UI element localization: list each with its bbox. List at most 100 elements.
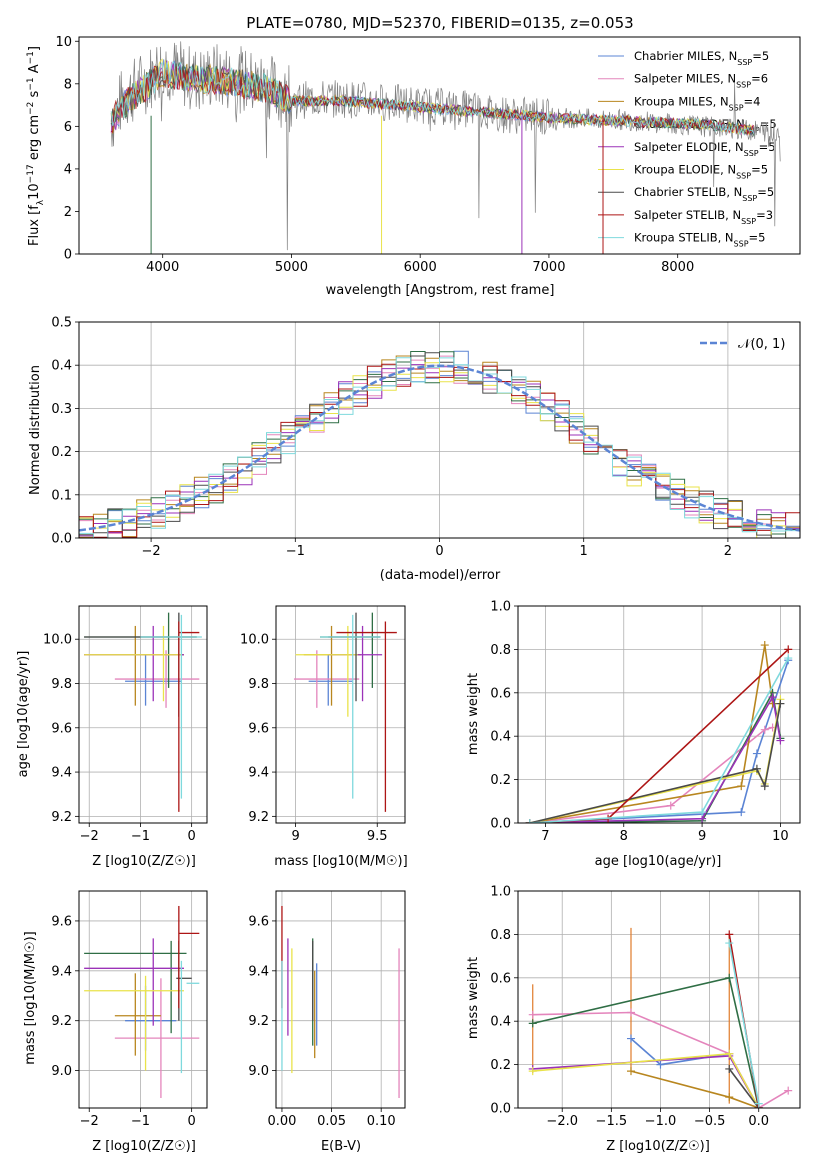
spectrum-ytick-label: 2 bbox=[64, 205, 72, 220]
weight-age-point-marker bbox=[760, 641, 769, 650]
weight-z-point-marker bbox=[754, 1099, 763, 1108]
age-mass-xtick-label: 9 bbox=[291, 829, 299, 844]
weight-age-ytick-label: 0.6 bbox=[490, 686, 511, 701]
legend-label-sub: SSP bbox=[736, 171, 751, 180]
weight-age-point-marker bbox=[752, 764, 761, 773]
figure-title: PLATE=0780, MJD=52370, FIBERID=0135, z=0… bbox=[246, 14, 633, 32]
spectrum-ytick-label: 6 bbox=[64, 120, 72, 135]
spectrum-ylabel-part: A bbox=[27, 64, 42, 77]
legend-label-sub: SSP bbox=[744, 148, 759, 157]
spectrum-frame bbox=[78, 36, 801, 255]
age-z-ytick-label: 10.0 bbox=[43, 633, 72, 648]
legend-label: Chabrier STELIB, NSSP=5 bbox=[634, 185, 774, 203]
age-mass-frame bbox=[275, 605, 406, 824]
weight-z-point-marker bbox=[725, 930, 734, 939]
weight-age-xtick-label: 7 bbox=[541, 829, 549, 844]
weight-z-ytick-label: 0.2 bbox=[490, 1058, 511, 1073]
legend-label-n: =5 bbox=[752, 49, 769, 63]
age-z-xtick-label: −1 bbox=[131, 829, 150, 844]
weight-age-point-marker bbox=[525, 819, 534, 823]
age-mass-ytick-label: 9.8 bbox=[248, 677, 269, 692]
mass-ebv-ytick-label: 9.0 bbox=[248, 1064, 269, 1079]
weight-age-point-marker bbox=[768, 693, 777, 702]
age-mass-panel: mass [log10(M/M☉)] 9 9.5 9.2 9.4 9.6 9.8 10.0 bbox=[240, 605, 408, 869]
spectrum-panel: wavelength [Angstrom, rest frame] Chabri… bbox=[26, 35, 801, 298]
age-z-panel: Z [log10(Z/Z☉)] age [log10(age/yr)] −2 −1… bbox=[16, 605, 208, 869]
residuals-frame bbox=[78, 321, 801, 539]
weight-z-point-marker bbox=[725, 973, 734, 982]
weight-z-point-marker bbox=[784, 1086, 793, 1095]
gaussian-curve bbox=[79, 364, 800, 532]
age-z-ytick-label: 9.8 bbox=[51, 677, 72, 692]
weight-age-series-line bbox=[529, 644, 774, 823]
legend-label-name: Salpeter STELIB, N bbox=[634, 208, 741, 222]
spectrum-ylabel-part: Flux [f bbox=[27, 205, 42, 246]
model-spectrum-line bbox=[110, 61, 755, 136]
legend-label-name: Salpeter ELODIE, N bbox=[634, 140, 744, 154]
legend-label: Salpeter MILES, NSSP=6 bbox=[634, 72, 768, 90]
legend-label-n: =3 bbox=[756, 208, 773, 222]
legend-label-name: Salpeter MILES, N bbox=[634, 72, 736, 86]
spectrum-ylabel-part: −1 bbox=[26, 77, 36, 90]
residuals-xlabel: (data-model)/error bbox=[380, 568, 501, 583]
spectrum-ylabel-part: −17 bbox=[26, 164, 36, 183]
spectrum-xtick-label: 6000 bbox=[404, 260, 437, 275]
mass-ebv-ytick-label: 9.2 bbox=[248, 1014, 269, 1029]
weight-age-xtick-label: 9 bbox=[698, 829, 706, 844]
legend-label: Salpeter STELIB, NSSP=3 bbox=[634, 208, 773, 226]
weight-z-panel: Z [log10(Z/Z☉)] mass weight −2.0 −1.5 −1.0… bbox=[466, 885, 801, 1154]
spectrum-ylabel-part: erg cm bbox=[27, 115, 42, 164]
mass-ebv-xtick-label: 0.10 bbox=[367, 1114, 396, 1129]
weight-z-point-marker bbox=[626, 1067, 635, 1076]
weight-z-ytick-label: 0.6 bbox=[490, 971, 511, 986]
legend-label: Kroupa MILES, NSSP=4 bbox=[634, 94, 760, 112]
residuals-ytick-label: 0.0 bbox=[51, 532, 72, 547]
weight-age-point-marker bbox=[698, 808, 707, 817]
spectrum-ylabel-part: 10 bbox=[27, 183, 42, 200]
legend-label-sub: SSP bbox=[742, 194, 757, 203]
residuals-ylabel: Normed distribution bbox=[28, 365, 43, 495]
residuals-ytick-label: 0.2 bbox=[51, 445, 72, 460]
weight-age-point-marker bbox=[784, 654, 793, 663]
residuals-xtick-label: 0 bbox=[435, 544, 443, 559]
weight-age-ytick-label: 0.2 bbox=[490, 773, 511, 788]
weight-z-series-line bbox=[728, 1068, 760, 1108]
weight-z-point-marker bbox=[725, 939, 734, 948]
age-z-ytick-label: 9.4 bbox=[51, 766, 72, 781]
age-mass-ytick-label: 9.2 bbox=[248, 810, 269, 825]
age-z-xlabel: Z [log10(Z/Z☉)] bbox=[92, 854, 196, 869]
weight-z-series-line bbox=[532, 1055, 760, 1108]
mass-ebv-frame bbox=[275, 890, 406, 1109]
legend-label-name: Kroupa MILES, N bbox=[634, 94, 729, 108]
spectrum-xlabel: wavelength [Angstrom, rest frame] bbox=[326, 283, 555, 298]
spectrum-ytick-label: 10 bbox=[55, 35, 72, 50]
legend-label: Chabrier MILES, NSSP=5 bbox=[634, 49, 769, 67]
age-z-frame bbox=[78, 605, 208, 824]
residuals-ytick-label: 0.3 bbox=[51, 402, 72, 417]
weight-z-series-line bbox=[532, 1052, 760, 1108]
mass-z-frame bbox=[78, 890, 208, 1109]
weight-age-ylabel: mass weight bbox=[466, 673, 481, 755]
weight-age-point-marker bbox=[760, 725, 769, 734]
spectrum-xtick-label: 4000 bbox=[146, 260, 179, 275]
residuals-legend: 𝒩(0, 1) bbox=[700, 337, 785, 352]
age-mass-plot-area bbox=[293, 612, 397, 812]
weight-z-xtick-label: −1.5 bbox=[596, 1114, 628, 1129]
residuals-plot-area bbox=[79, 350, 800, 538]
mass-z-panel: Z [log10(Z/Z☉)] mass [log10(M/M☉)] −2 −1 0… bbox=[23, 890, 208, 1154]
spectrum-ylabel-part: −2 bbox=[26, 102, 36, 115]
weight-age-xtick-label: 8 bbox=[620, 829, 628, 844]
mass-z-plot-area bbox=[84, 905, 200, 1099]
weight-z-point-marker bbox=[725, 1049, 734, 1058]
weight-z-plot-area bbox=[528, 927, 793, 1108]
mass-ebv-ytick-label: 9.4 bbox=[248, 964, 269, 979]
weight-age-xtick-label: 10 bbox=[772, 829, 789, 844]
legend-label-n: =5 bbox=[751, 163, 768, 177]
mass-z-ytick-label: 9.6 bbox=[51, 914, 72, 929]
residuals-ytick-label: 0.4 bbox=[51, 359, 72, 374]
residual-histogram bbox=[79, 357, 800, 538]
weight-age-point-marker bbox=[784, 645, 793, 654]
weight-age-point-marker bbox=[776, 699, 785, 708]
weight-z-point-marker bbox=[725, 1093, 734, 1102]
